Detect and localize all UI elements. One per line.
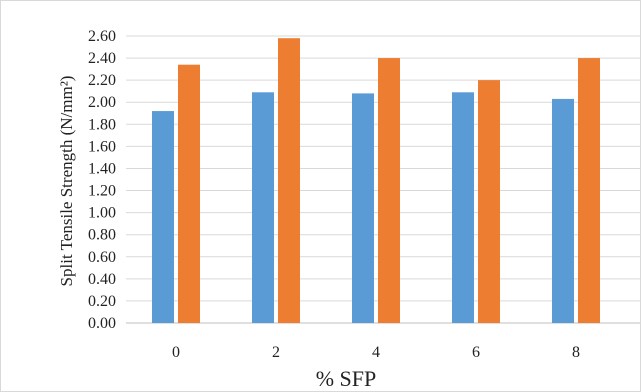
bar-series-1-4 bbox=[352, 93, 374, 324]
x-tick-label: 8 bbox=[572, 344, 580, 361]
y-tick-label: 1.40 bbox=[88, 160, 116, 177]
y-tick-label: 0.40 bbox=[88, 271, 116, 288]
bar-series-2-6 bbox=[478, 80, 500, 324]
y-tick-label: 0.20 bbox=[88, 293, 116, 310]
x-tick-label: 2 bbox=[272, 344, 280, 361]
bar-series-2-4 bbox=[378, 58, 400, 323]
bar-series-1-2 bbox=[252, 92, 274, 324]
y-tick-label: 0.80 bbox=[88, 227, 116, 244]
bar-series-1-0 bbox=[152, 111, 174, 323]
bar-series-1-6 bbox=[452, 92, 474, 324]
y-tick-label: 2.00 bbox=[88, 94, 116, 111]
bars bbox=[152, 38, 600, 324]
y-tick-labels: 0.00 0.20 0.40 0.60 0.80 1.00 1.20 1.40 1.60 1.80… bbox=[88, 28, 116, 332]
x-tick-label: 4 bbox=[372, 344, 380, 361]
y-tick-label: 1.60 bbox=[88, 138, 116, 155]
x-tick-labels: 0 2 4 6 8 bbox=[172, 344, 580, 361]
y-tick-label: 0.00 bbox=[88, 315, 116, 332]
y-tick-label: 2.40 bbox=[88, 50, 116, 67]
y-tick-label: 0.60 bbox=[88, 249, 116, 266]
y-tick-label: 1.00 bbox=[88, 205, 116, 222]
bar-series-2-2 bbox=[278, 38, 300, 323]
bar-series-1-8 bbox=[552, 98, 574, 324]
bar-series-2-0 bbox=[178, 64, 200, 323]
y-tick-label: 2.60 bbox=[88, 28, 116, 45]
x-tick-label: 6 bbox=[472, 344, 480, 361]
y-axis-title: Split Tensile Strength (N/mm²) bbox=[57, 76, 76, 287]
y-tick-label: 2.20 bbox=[88, 72, 116, 89]
bar-series-2-8 bbox=[578, 58, 600, 323]
y-tick-label: 1.20 bbox=[88, 183, 116, 200]
y-tick-label: 1.80 bbox=[88, 116, 116, 133]
x-tick-label: 0 bbox=[172, 344, 180, 361]
x-axis-title: % SFP bbox=[316, 366, 377, 391]
